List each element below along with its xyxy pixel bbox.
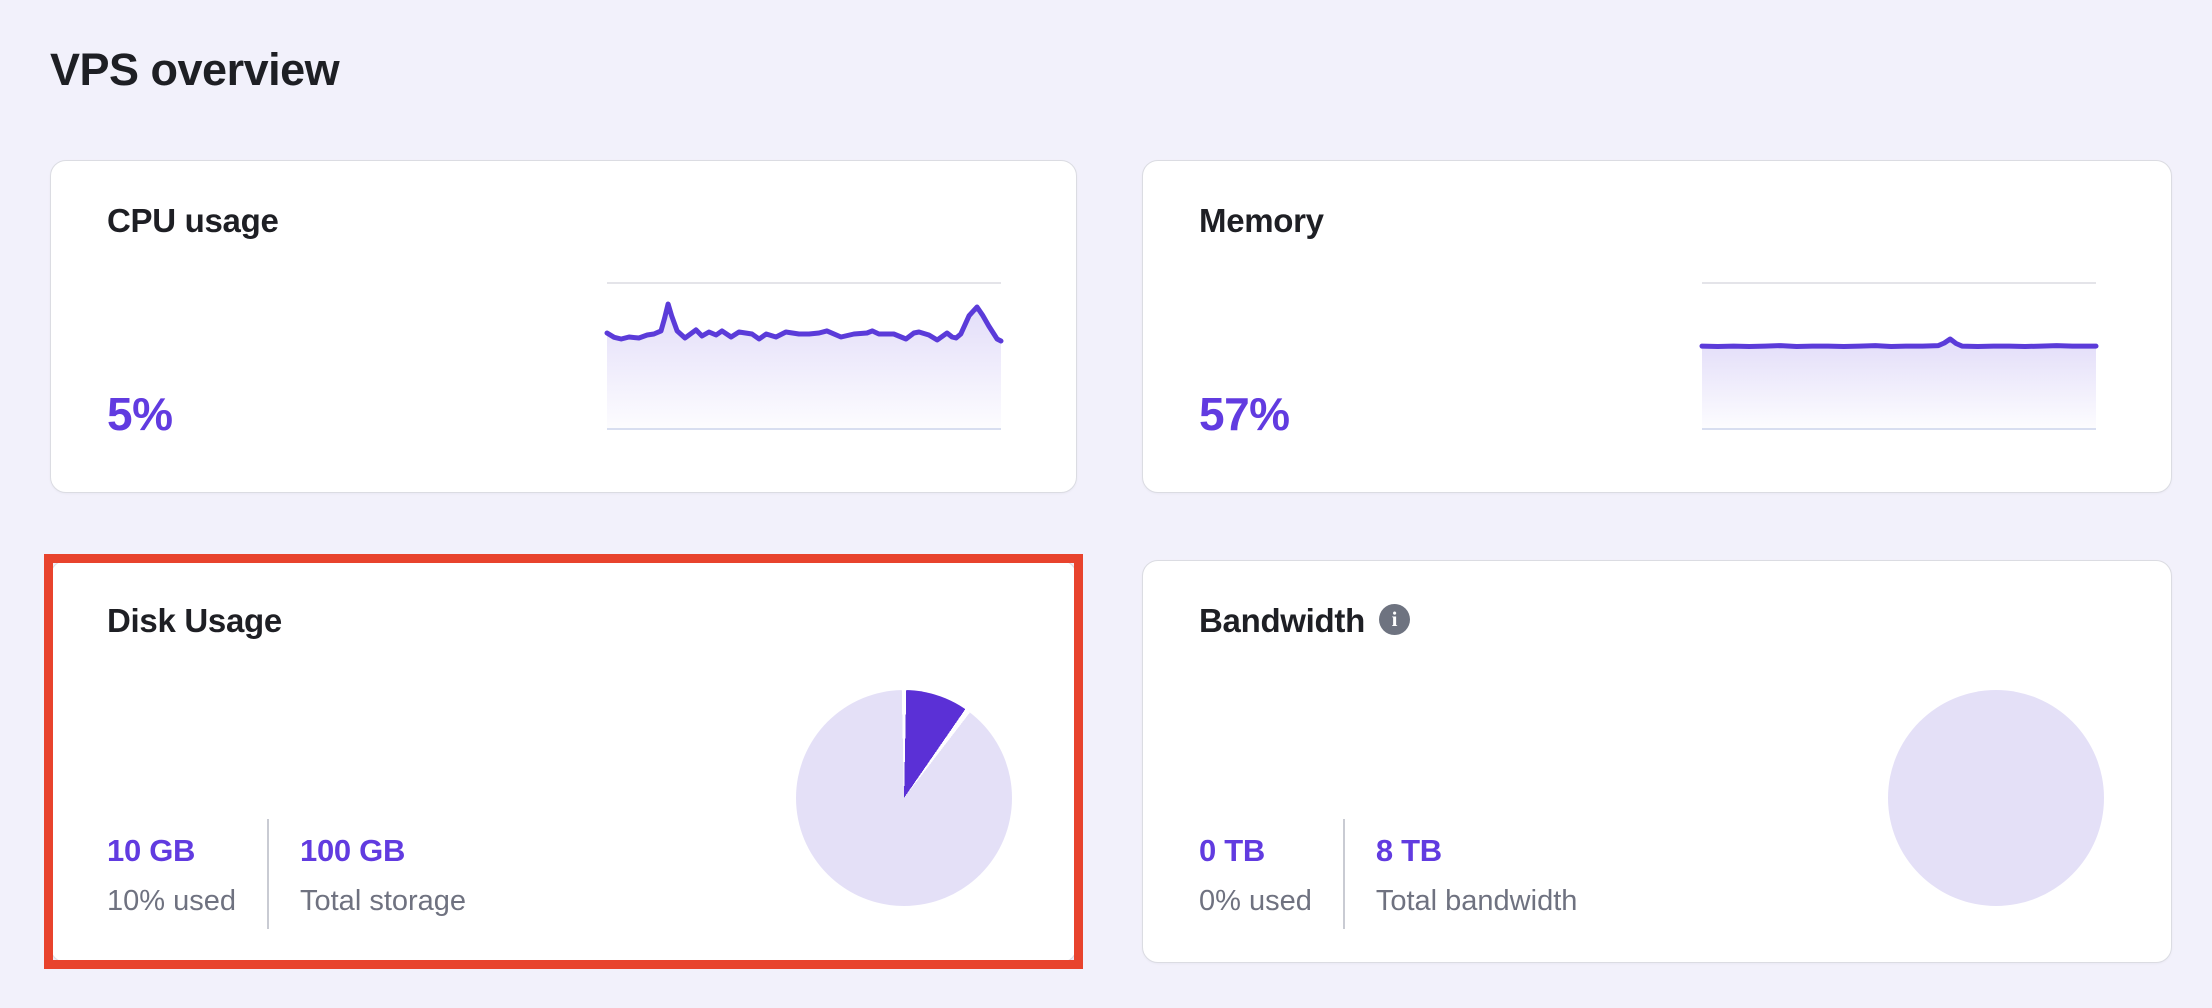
cpu-usage-chart [604,282,1004,430]
memory-usage-chart [1699,282,2099,430]
disk-used-value: 10 GB [107,833,196,868]
disk-card-title: Disk Usage [107,603,282,639]
memory-usage-value: 57% [1199,388,1290,440]
disk-usage-card[interactable]: Disk Usage 10 GB 10% used 100 GB Total s… [44,554,1083,969]
bandwidth-used-value: 0 TB [1199,833,1265,868]
bandwidth-card-title-text: Bandwidth [1199,602,1365,639]
memory-card: Memory 57% [1142,160,2172,493]
bandwidth-total-stat: 8 TB Total bandwidth [1376,833,1578,919]
bandwidth-used-label: 0% used [1199,885,1312,917]
cpu-usage-card: CPU usage 5% [50,160,1077,493]
disk-stats-row: 10 GB 10% used 100 GB Total storage [107,819,466,929]
disk-total-value: 100 GB [300,833,406,868]
disk-usage-pie [796,690,1012,906]
memory-card-title-text: Memory [1199,202,1324,239]
bandwidth-used-stat: 0 TB 0% used [1199,833,1312,919]
cpu-card-title: CPU usage [107,203,279,239]
disk-total-stat: 100 GB Total storage [300,833,466,919]
bandwidth-card-title: Bandwidth i [1199,603,1410,639]
stat-divider [267,819,269,929]
vps-overview-grid: CPU usage 5% Memory 57% Disk Usage 10 GB… [44,160,2172,969]
memory-card-title: Memory [1199,203,1324,239]
disk-total-label: Total storage [300,885,467,917]
bandwidth-stats-row: 0 TB 0% used 8 TB Total bandwidth [1199,819,1578,929]
cpu-card-title-text: CPU usage [107,202,279,239]
disk-used-label: 10% used [107,885,236,917]
info-icon[interactable]: i [1378,604,1410,635]
page-title: VPS overview [50,44,340,95]
stat-divider [1342,819,1345,929]
cpu-usage-value: 5% [107,388,173,440]
disk-used-stat: 10 GB 10% used [107,833,236,919]
bandwidth-card: Bandwidth i 0 TB 0% used 8 TB Total band… [1142,560,2172,963]
bandwidth-total-label: Total bandwidth [1375,885,1578,917]
bandwidth-usage-pie [1888,690,2104,906]
bandwidth-total-value: 8 TB [1375,833,1442,868]
disk-card-title-text: Disk Usage [107,602,282,639]
